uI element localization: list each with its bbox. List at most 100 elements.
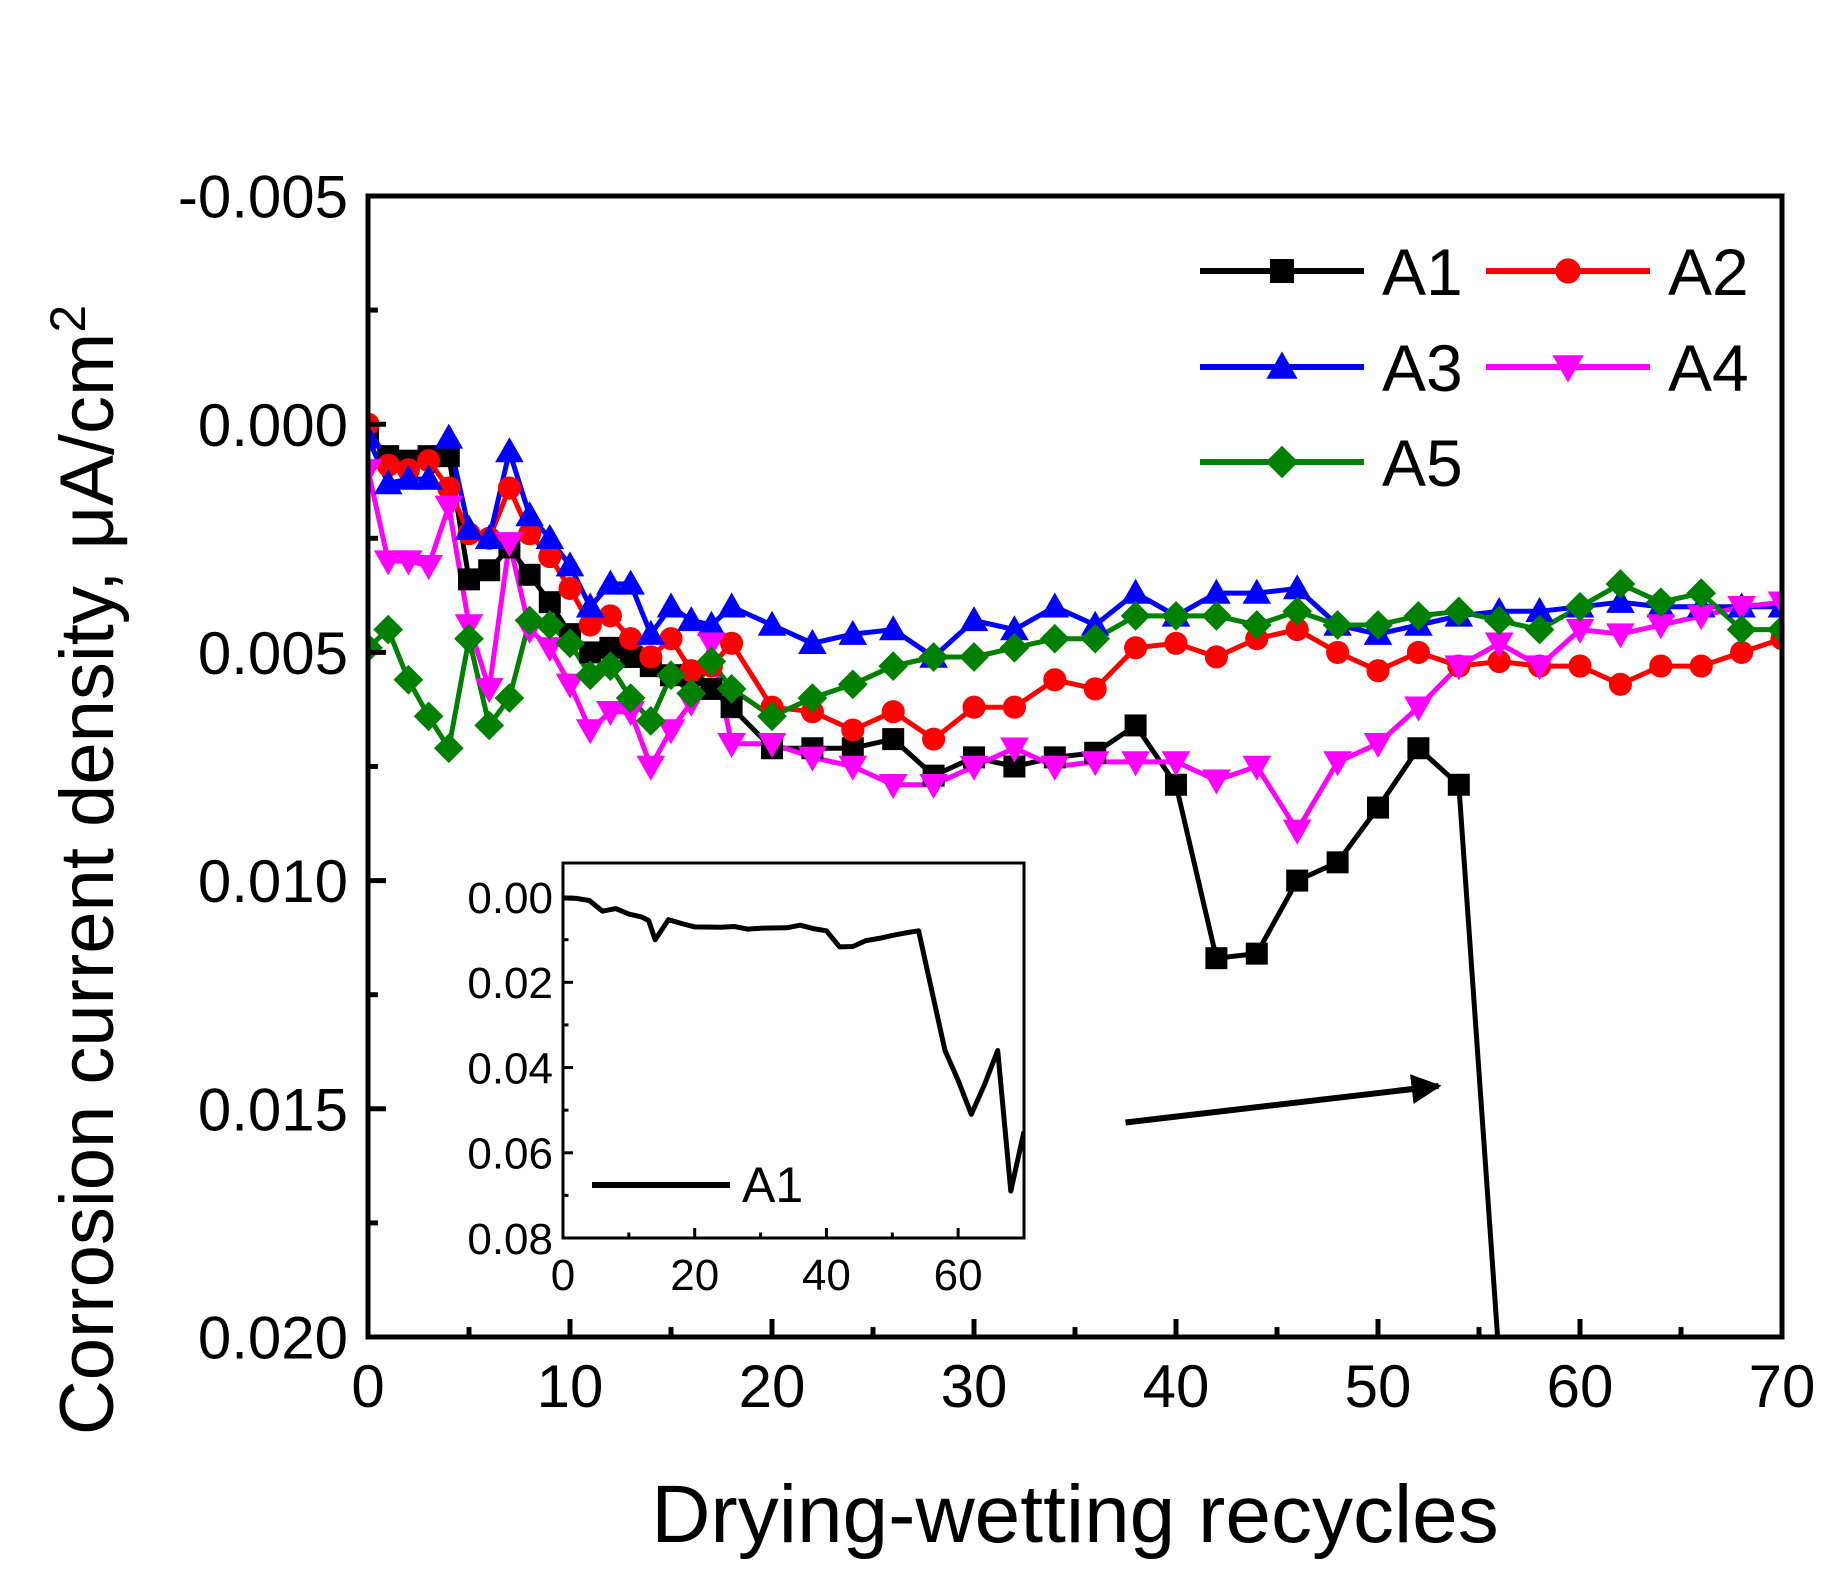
data-point-a3 [757,610,787,636]
y-tick-label: 0.08 [467,1215,553,1264]
data-point-a1 [1407,737,1430,760]
legend-label-a5: A5 [1382,426,1463,500]
y-tick-label: 0.015 [198,1076,348,1143]
data-point-a2 [1487,649,1511,674]
data-point-a3 [575,592,605,618]
data-point-a1 [1367,796,1389,819]
data-point-a5 [454,623,484,654]
data-point-a3 [1040,592,1070,618]
y-tick-label: 0.000 [198,392,348,459]
data-point-a5 [656,660,686,691]
data-point-a1 [1205,947,1228,970]
data-point-a5 [368,632,383,663]
inset-x-axis: 0 20 40 60 [551,1228,983,1300]
legend-marker-a4 [1552,355,1584,383]
data-point-a2 [1406,640,1430,664]
data-point-a1 [538,591,561,614]
data-point-a5 [635,706,666,736]
data-point-a4 [757,732,787,758]
y-tick-label: 0.020 [198,1305,348,1372]
data-point-a5 [1565,591,1595,622]
data-point-a4 [798,746,827,772]
y-tick-label: 0.04 [467,1044,553,1093]
data-point-a3 [838,619,868,645]
data-point-a2 [619,627,643,651]
data-point-a4 [414,554,443,580]
data-point-a2 [1326,640,1350,664]
data-point-a2 [1285,618,1309,642]
y-tick-label: -0.005 [178,164,348,231]
data-point-a5 [534,610,565,640]
data-point-a5 [1686,578,1717,608]
data-point-a1 [458,568,480,591]
data-point-a5 [1201,601,1232,631]
data-point-a3 [636,619,666,645]
inset-plot: 0 20 40 60 0.00 0.02 0.04 0.06 0.08 A1 [467,861,1026,1300]
data-point-a4 [656,719,686,745]
main-plot: 0 10 20 30 40 50 60 70 -0.0050.0000.0050.0100.0… [40,164,1815,1560]
data-point-a5 [1039,623,1070,654]
x-tick-label: 0 [551,1251,575,1300]
data-point-a4 [555,673,585,699]
data-point-a5 [1443,596,1474,627]
y-tick-label: 0.005 [198,620,348,687]
data-point-a2 [497,476,521,500]
data-point-a1 [1286,869,1309,892]
data-point-a3 [1282,574,1312,600]
data-point-a5 [1322,610,1353,640]
data-point-a5 [595,651,626,681]
data-point-a3 [798,628,827,654]
legend-marker-a3 [1266,351,1298,379]
data-point-a5 [514,605,545,636]
series-line-a1 [563,895,1024,1194]
data-point-a2 [376,453,400,477]
inset-plot-frame [561,861,1026,1240]
data-point-a5 [413,701,444,732]
data-point-a4 [368,459,383,485]
data-point-a5 [1726,614,1757,645]
data-point-a4 [1686,605,1716,631]
data-point-a1 [1488,1349,1510,1371]
data-point-a3 [495,437,524,463]
data-point-a2 [922,727,946,751]
data-point-a5 [1282,596,1313,627]
data-point-a5 [1080,623,1111,654]
y-axis-label: Corrosion current density, μA/cm2 [40,305,130,1435]
data-point-a4 [1767,591,1782,617]
data-point-a5 [1120,601,1151,631]
data-point-a3 [676,606,706,632]
data-point-a3 [1202,578,1231,604]
data-point-a3 [656,592,686,618]
data-point-a4 [1161,751,1191,777]
legend-marker-a1 [1270,259,1294,283]
data-point-a4 [596,701,625,727]
data-point-a3 [515,501,544,527]
data-point-a4 [838,755,868,781]
data-point-a5 [797,683,828,713]
data-point-a4 [1080,751,1110,777]
data-point-a5 [959,642,989,672]
data-point-a4 [575,719,605,745]
data-point-a5 [555,628,585,659]
data-point-a4 [1444,655,1474,681]
data-point-a2 [518,522,542,546]
data-point-a1 [720,696,743,719]
data-point-a4 [636,755,666,781]
x-tick-label: 60 [1547,1353,1614,1420]
data-point-a3 [596,569,625,595]
data-point-a5 [757,701,787,732]
data-point-a1 [478,559,501,582]
data-point-a4 [717,732,746,758]
data-point-a1 [437,445,460,468]
data-point-a4 [1646,614,1676,640]
data-point-a4 [373,550,403,576]
data-point-a2 [1689,654,1713,678]
data-point-a2 [1366,659,1390,683]
data-point-a1 [579,641,602,664]
data-point-a4 [1202,769,1231,795]
data-point-a2 [1043,668,1067,692]
data-point-a4 [1565,618,1595,644]
data-point-a5 [494,683,525,713]
data-point-a2 [841,718,865,742]
